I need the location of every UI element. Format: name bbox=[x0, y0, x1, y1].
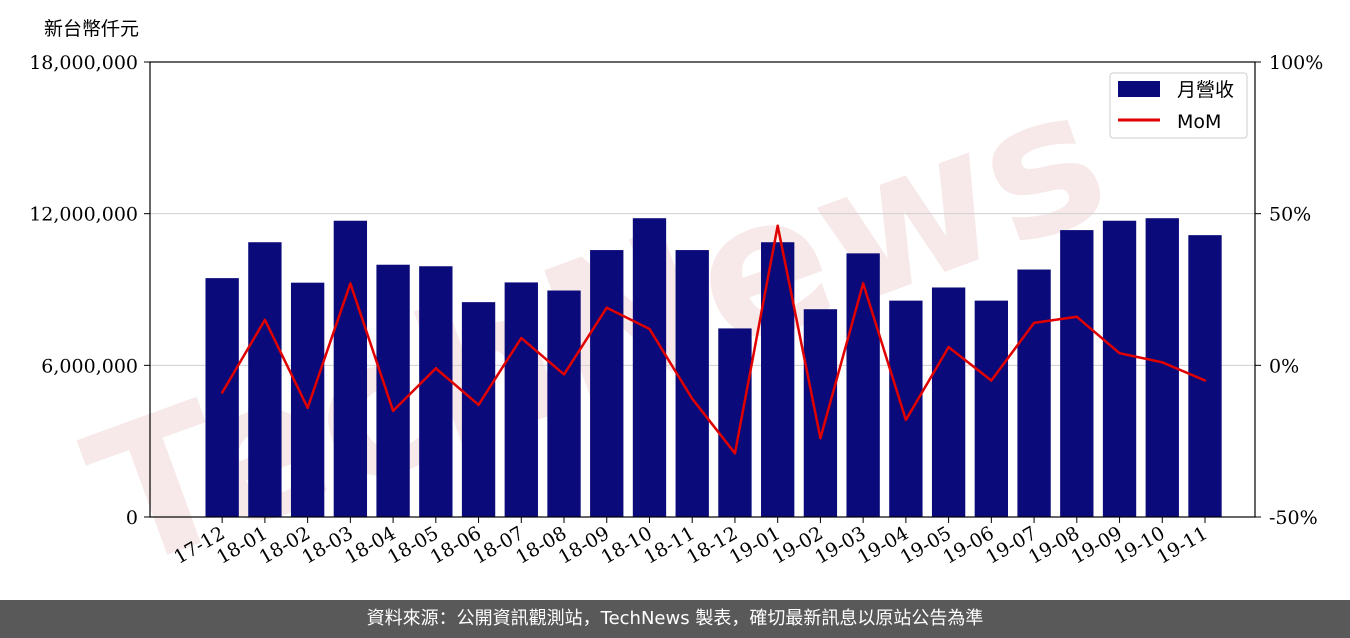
y-tick-label: 18,000,000 bbox=[29, 52, 138, 74]
y2-tick-label: 50% bbox=[1269, 204, 1311, 226]
bar-18-07 bbox=[504, 282, 538, 517]
mom-point-19-01 bbox=[776, 224, 779, 227]
mom-point-19-04 bbox=[904, 418, 908, 422]
bar-18-06 bbox=[461, 302, 496, 517]
mom-point-18-01 bbox=[263, 318, 267, 322]
legend-bar-swatch bbox=[1118, 81, 1160, 97]
mom-point-19-08 bbox=[1075, 315, 1079, 318]
bar-19-02 bbox=[803, 309, 838, 517]
y2-tick-label: -50% bbox=[1269, 507, 1318, 529]
mom-line bbox=[221, 224, 1206, 455]
bar-18-03 bbox=[333, 220, 368, 517]
x-tick-label: 19-11 bbox=[1153, 522, 1211, 568]
bar-18-04 bbox=[376, 264, 410, 517]
bar-19-06 bbox=[974, 300, 1009, 517]
mom-point-18-03 bbox=[349, 282, 352, 285]
mom-point-19-10 bbox=[1161, 361, 1164, 364]
bar-18-09 bbox=[590, 250, 624, 518]
bar-19-08 bbox=[1060, 230, 1094, 517]
bar-19-05 bbox=[931, 287, 966, 517]
bar-19-07 bbox=[1017, 269, 1051, 517]
mom-point-17-12 bbox=[220, 391, 224, 394]
mom-point-19-05 bbox=[947, 345, 950, 349]
bar-17-12 bbox=[205, 278, 239, 517]
legend-label-revenue: 月營收 bbox=[1177, 79, 1234, 101]
mom-point-19-02 bbox=[819, 436, 822, 440]
bar-19-09 bbox=[1102, 220, 1137, 517]
y2-tick-label: 100% bbox=[1269, 52, 1323, 74]
mom-point-19-11 bbox=[1203, 379, 1207, 382]
mom-point-18-09 bbox=[605, 306, 608, 309]
mom-point-19-03 bbox=[861, 282, 865, 285]
mom-point-19-07 bbox=[1032, 321, 1036, 325]
y-axis-unit-label: 新台幣仟元 bbox=[44, 18, 140, 40]
bar-19-04 bbox=[889, 300, 923, 517]
mom-point-18-12 bbox=[733, 452, 737, 455]
mom-line-series bbox=[220, 224, 1207, 455]
source-footer: 資料來源：公開資訊觀測站，TechNews 製表，確切最新訊息以原站公告為準 bbox=[0, 600, 1350, 638]
mom-point-19-06 bbox=[990, 379, 993, 382]
mom-point-18-06 bbox=[477, 403, 480, 406]
y2-tick-label: 0% bbox=[1269, 355, 1299, 377]
mom-point-19-09 bbox=[1118, 352, 1121, 355]
legend: 月營收 MoM bbox=[1109, 72, 1248, 139]
bar-19-03 bbox=[846, 253, 880, 517]
mom-point-18-07 bbox=[520, 336, 523, 340]
plot-frame bbox=[149, 61, 1256, 518]
mom-point-18-05 bbox=[434, 367, 438, 370]
bar-18-12 bbox=[718, 328, 752, 517]
mom-point-18-11 bbox=[691, 397, 694, 400]
bar-series bbox=[205, 218, 1222, 518]
revenue-chart: TechNews 06,000,00012,000,00018,000,000-… bbox=[29, 44, 1323, 600]
bar-18-01 bbox=[248, 242, 282, 517]
y-tick-label: 12,000,000 bbox=[29, 204, 138, 226]
y-tick-label: 6,000,000 bbox=[41, 355, 138, 377]
legend-label-mom: MoM bbox=[1177, 111, 1221, 133]
y-tick-label: 0 bbox=[126, 507, 138, 529]
bar-18-10 bbox=[632, 218, 667, 517]
bar-18-08 bbox=[547, 290, 581, 517]
mom-point-18-10 bbox=[648, 327, 651, 331]
bar-18-02 bbox=[290, 282, 325, 517]
mom-point-18-02 bbox=[306, 406, 309, 409]
mom-point-18-08 bbox=[562, 373, 566, 376]
mom-point-18-04 bbox=[391, 409, 395, 413]
bar-18-11 bbox=[675, 250, 709, 518]
bar-18-05 bbox=[419, 266, 453, 517]
